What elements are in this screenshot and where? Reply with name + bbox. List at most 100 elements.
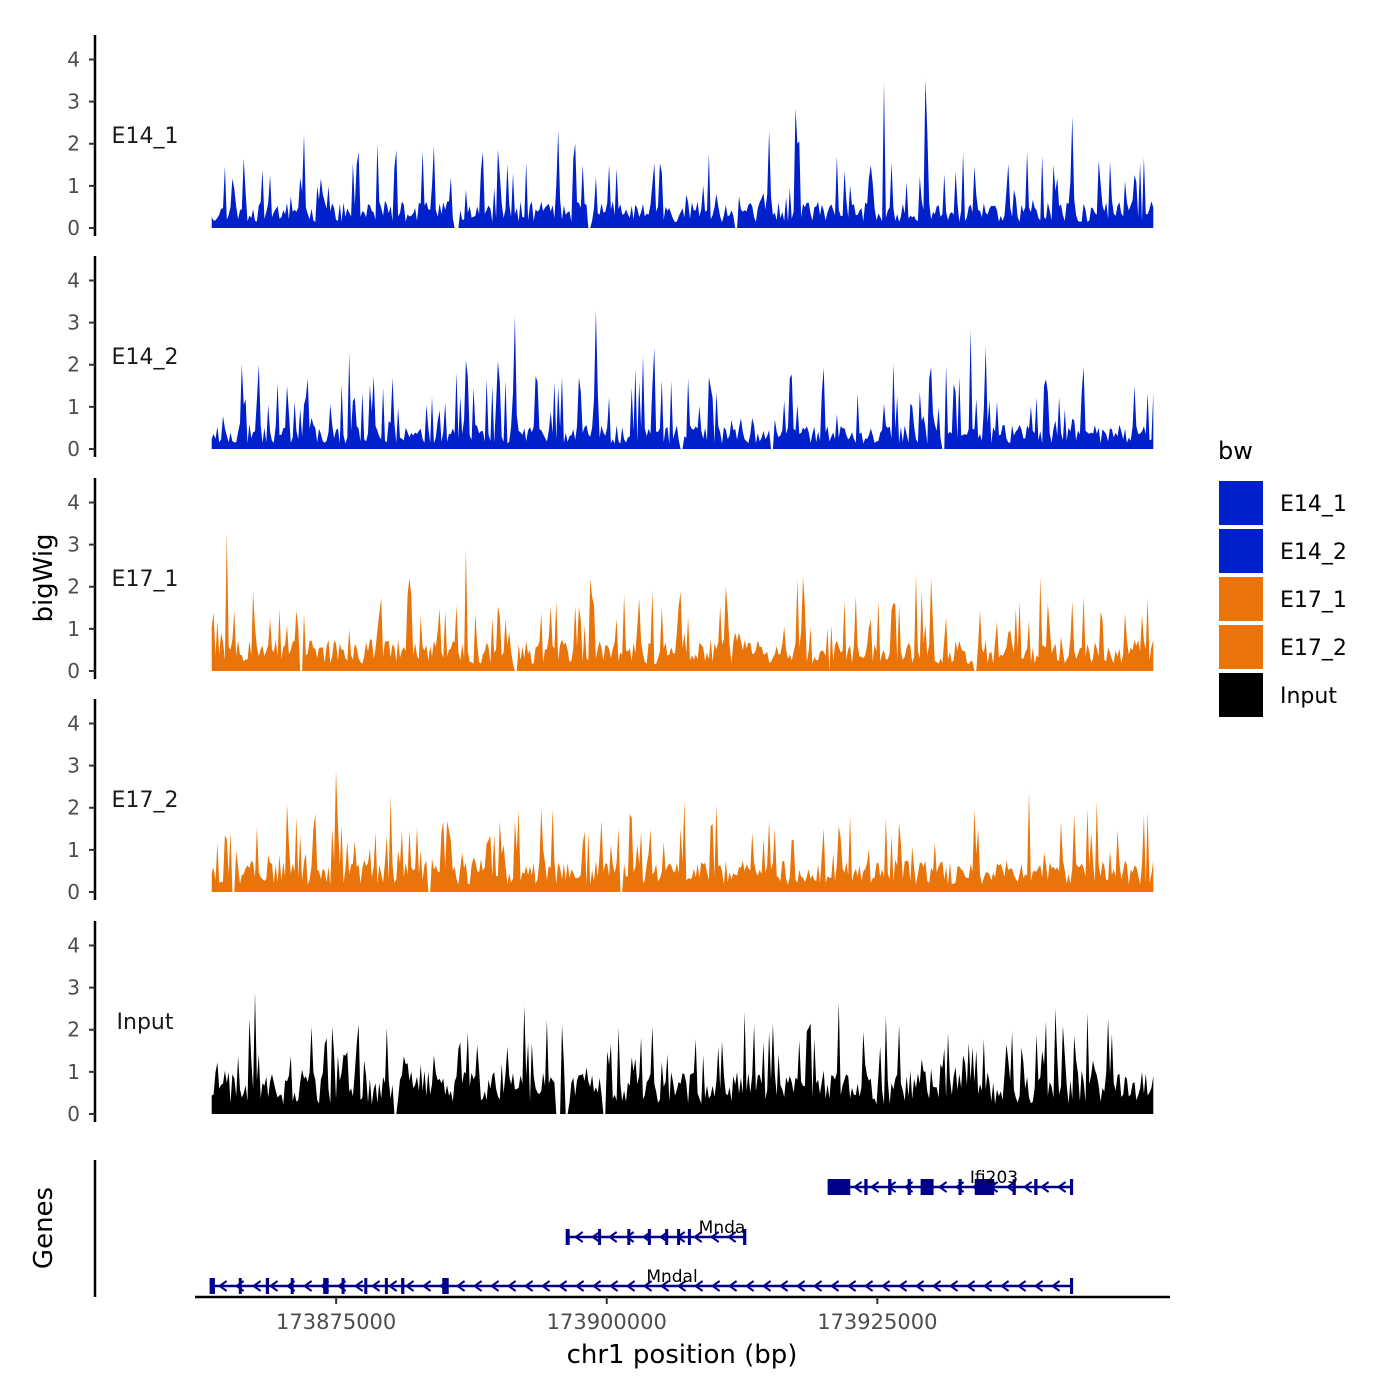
y-tick-label: 4	[67, 268, 80, 292]
exon	[1034, 1179, 1038, 1195]
exon	[238, 1278, 242, 1294]
strand-arrow	[1050, 1280, 1061, 1292]
strand-arrow	[761, 1280, 772, 1292]
strand-arrow	[692, 1231, 703, 1243]
strand-arrow	[852, 1181, 863, 1193]
exon	[828, 1179, 851, 1195]
strand-arrow	[658, 1231, 669, 1243]
exon	[341, 1278, 345, 1294]
strand-arrow	[285, 1280, 296, 1292]
strand-arrow	[523, 1280, 534, 1292]
strand-arrow	[217, 1280, 228, 1292]
y-tick-label: 1	[67, 395, 80, 419]
strand-arrow	[642, 1280, 653, 1292]
strand-arrow	[438, 1280, 449, 1292]
strand-arrow	[319, 1280, 330, 1292]
exon	[864, 1179, 868, 1195]
coverage-area-Input	[211, 992, 1154, 1114]
exon	[364, 1278, 368, 1294]
strand-arrow	[624, 1231, 635, 1243]
y-tick-label: 2	[67, 353, 80, 377]
y-tick-label: 0	[67, 1102, 80, 1126]
gene-Ifi203: Ifi203	[827, 1168, 1074, 1195]
strand-arrow	[988, 1181, 999, 1193]
legend-swatch-E17_2	[1219, 625, 1263, 669]
y-tick-label: 1	[67, 1060, 80, 1084]
coverage-area-E17_2	[211, 770, 1154, 892]
exon	[958, 1179, 962, 1195]
y-tick-label: 0	[67, 880, 80, 904]
x-axis: 173875000 173900000 173925000	[195, 1295, 1170, 1334]
strand-arrow	[421, 1280, 432, 1292]
legend-label: E14_2	[1280, 540, 1347, 565]
y-tick-label: 4	[67, 711, 80, 735]
strand-arrow	[954, 1181, 965, 1193]
strand-arrow	[455, 1280, 466, 1292]
strand-arrow	[675, 1231, 686, 1243]
y-tick-label: 3	[67, 311, 80, 335]
y-tick-label: 3	[67, 754, 80, 778]
legend: bw E14_1 E14_2 E17_1 E17_2 Input	[1218, 437, 1347, 717]
gene-label: Mndal	[646, 1267, 697, 1287]
gene-label: Ifi203	[970, 1168, 1018, 1188]
strand-arrow	[846, 1280, 857, 1292]
strand-arrow	[710, 1280, 721, 1292]
exon	[290, 1278, 294, 1294]
exon	[647, 1229, 651, 1245]
strand-arrow	[489, 1280, 500, 1292]
strand-arrow	[370, 1280, 381, 1292]
y-tick-label: 2	[67, 1018, 80, 1042]
y-tick-label: 4	[67, 933, 80, 957]
legend-label: E17_1	[1280, 588, 1347, 613]
strand-arrow	[607, 1231, 618, 1243]
strand-arrow	[835, 1181, 846, 1193]
strand-arrow	[829, 1280, 840, 1292]
strand-arrow	[573, 1231, 584, 1243]
strand-arrow	[302, 1280, 313, 1292]
strand-arrow	[268, 1280, 279, 1292]
track-label: E14_1	[112, 124, 179, 149]
y-tick-label: 1	[67, 838, 80, 862]
y-tick-label: 3	[67, 90, 80, 114]
y-tick-label: 1	[67, 617, 80, 641]
strand-arrow	[608, 1280, 619, 1292]
strand-arrow	[948, 1280, 959, 1292]
y-tick-label: 2	[67, 796, 80, 820]
exon	[265, 1278, 270, 1294]
track-label: E14_2	[112, 345, 179, 370]
exon	[210, 1278, 215, 1294]
strand-arrow	[557, 1280, 568, 1292]
exon	[665, 1229, 669, 1245]
x-tick-label: 173900000	[547, 1310, 667, 1334]
strand-arrow	[1039, 1181, 1050, 1193]
strand-arrow	[971, 1181, 982, 1193]
exon	[627, 1229, 631, 1245]
coverage-area-E14_1	[211, 79, 1154, 228]
exon	[401, 1278, 405, 1294]
track-label: Input	[117, 1010, 174, 1035]
y-tick-label: 0	[67, 216, 80, 240]
y-tick-label: 3	[67, 533, 80, 557]
exon	[598, 1229, 602, 1245]
strand-arrow	[251, 1280, 262, 1292]
genes-panel: Ifi203 Mnda Mndal	[93, 1160, 1074, 1297]
strand-arrow	[336, 1280, 347, 1292]
strand-arrow	[903, 1181, 914, 1193]
strand-arrow	[744, 1280, 755, 1292]
y-tick-label: 0	[67, 659, 80, 683]
track-label: E17_2	[112, 788, 179, 813]
y-tick-label: 2	[67, 575, 80, 599]
strand-arrow	[897, 1280, 908, 1292]
strand-arrow	[540, 1280, 551, 1292]
strand-arrow	[812, 1280, 823, 1292]
strand-arrow	[727, 1280, 738, 1292]
strand-arrow	[795, 1280, 806, 1292]
y-tick-label: 4	[67, 490, 80, 514]
strand-arrow	[886, 1181, 897, 1193]
strand-arrow	[676, 1280, 687, 1292]
legend-swatch-Input	[1219, 673, 1263, 717]
strand-arrow	[1056, 1181, 1067, 1193]
strand-arrow	[999, 1280, 1010, 1292]
strand-arrow	[920, 1181, 931, 1193]
